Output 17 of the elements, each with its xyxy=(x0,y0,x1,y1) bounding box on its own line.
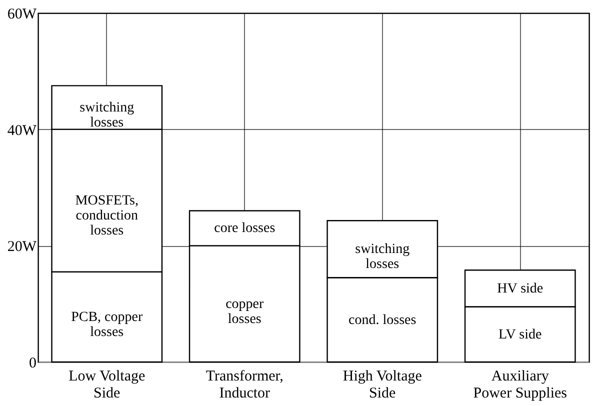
y-tick-label: 60W xyxy=(7,6,38,22)
data-label: cond. losses xyxy=(348,312,416,328)
y-tick-label: 40W xyxy=(7,122,38,139)
data-label: LV side xyxy=(498,327,542,342)
data-label: copper losses xyxy=(226,296,264,327)
data-label: PCB, copper losses xyxy=(71,310,143,340)
y-tick-label: 20W xyxy=(7,239,38,256)
x-tick-label: Auxiliary Power Supplies xyxy=(473,368,568,402)
data-label: MOSFETs, conduction losses xyxy=(75,194,138,239)
data-label: HV side xyxy=(497,281,544,296)
y-tick-label: 0 xyxy=(29,356,36,372)
x-tick-label: Low Voltage Side xyxy=(68,368,146,402)
x-tick-label: Transformer, Inductor xyxy=(206,368,284,402)
x-tick-label: High Voltage Side xyxy=(342,368,422,402)
data-label: switching losses xyxy=(80,100,134,131)
data-label: core losses xyxy=(214,221,276,236)
data-label: switching losses xyxy=(355,242,410,272)
